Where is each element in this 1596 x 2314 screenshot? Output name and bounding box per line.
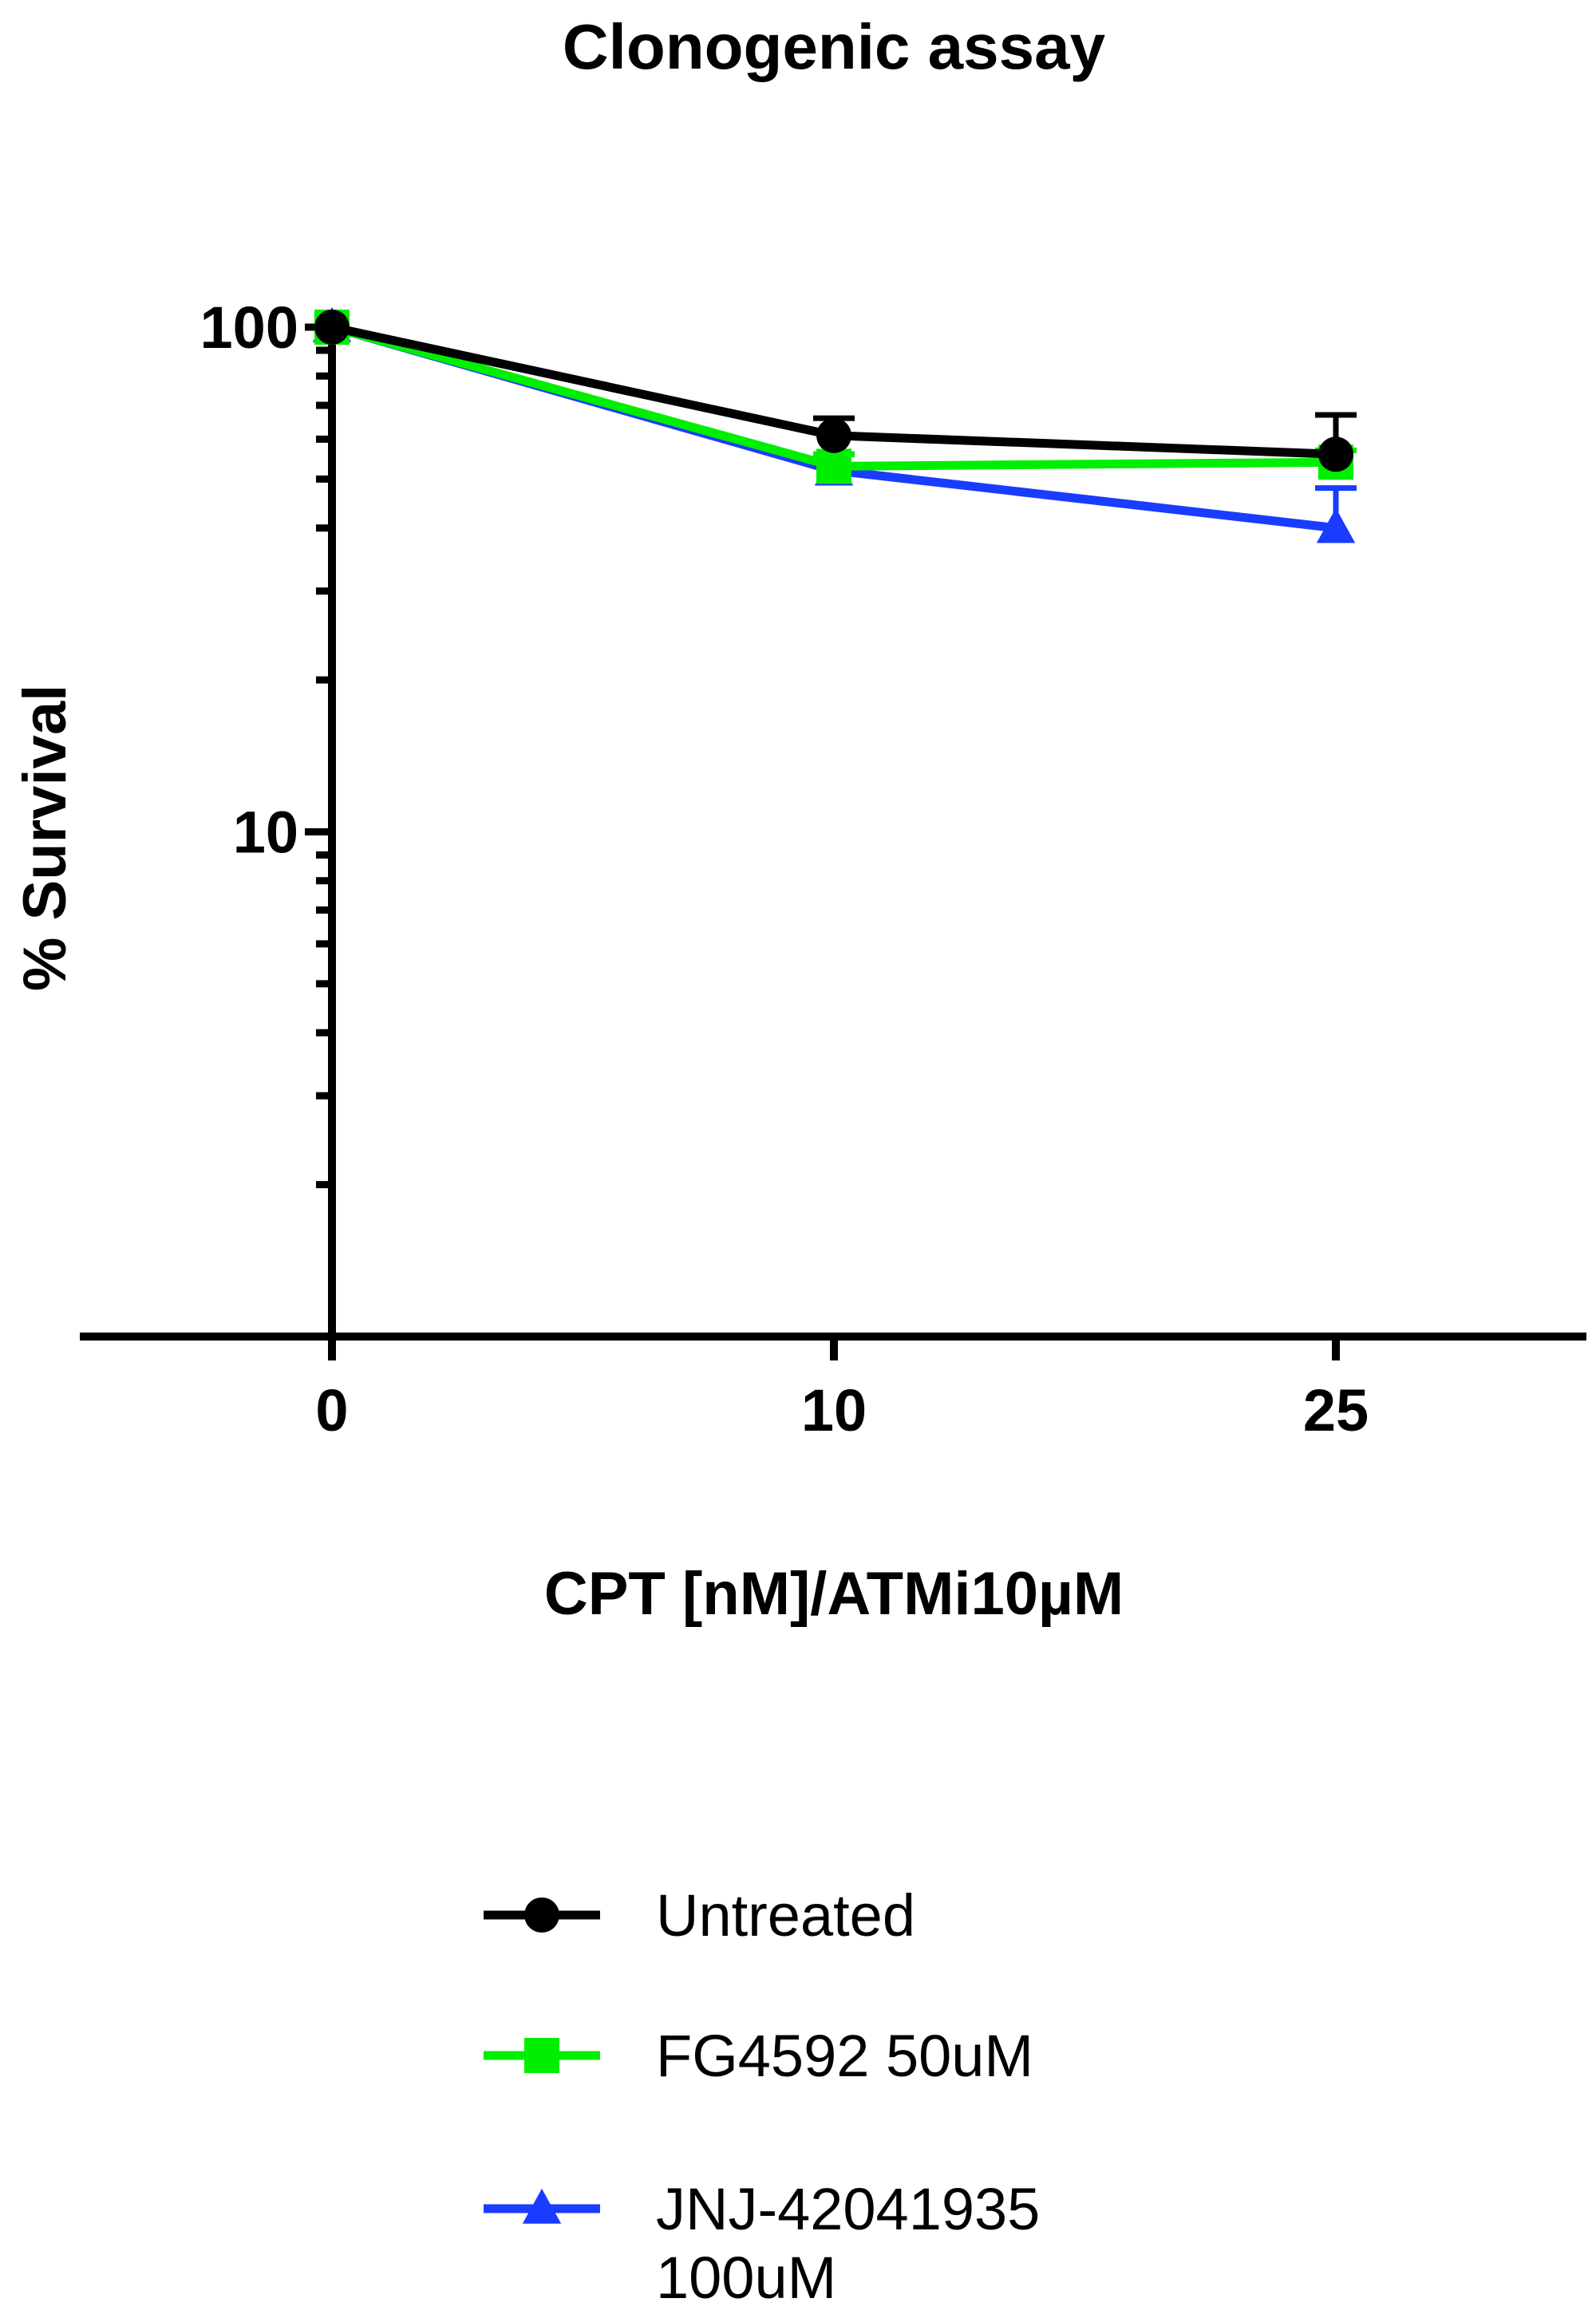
x-ticks: 0 10 25 [315,1337,1369,1443]
legend-marker-2 [522,2188,562,2224]
legend-marker-0 [524,1897,559,1933]
series-layer [312,306,1357,543]
chart-title: Clonogenic assay [563,11,1106,82]
point-0-1 [816,417,851,453]
x-axis-label: CPT [nM]/ATMi10µM [544,1560,1124,1628]
legend-label-1: FG4592 50uM [656,2023,1033,2089]
y-tick-label-10: 10 [233,800,298,866]
x-tick-label-0: 0 [315,1377,348,1443]
x-tick-label-10: 10 [801,1377,867,1443]
legend-marker-1 [524,2038,559,2073]
point-0-2 [1318,436,1353,472]
x-tick-label-25: 25 [1303,1377,1369,1443]
series-1 [314,310,1357,484]
series-0 [314,310,1357,472]
point-1-1 [816,448,851,484]
y-axis-label: % Survival [11,685,79,991]
legend: Untreated FG4592 50uM JNJ-42041935 100uM [484,1882,1040,2311]
point-2-2 [1316,507,1356,543]
legend-label-0: Untreated [656,1882,915,1949]
point-0-0 [314,310,350,345]
y-ticks: 100 10 [200,294,332,1189]
legend-label-2: JNJ-42041935 100uM [656,2176,1040,2311]
y-tick-label-100: 100 [200,294,298,361]
